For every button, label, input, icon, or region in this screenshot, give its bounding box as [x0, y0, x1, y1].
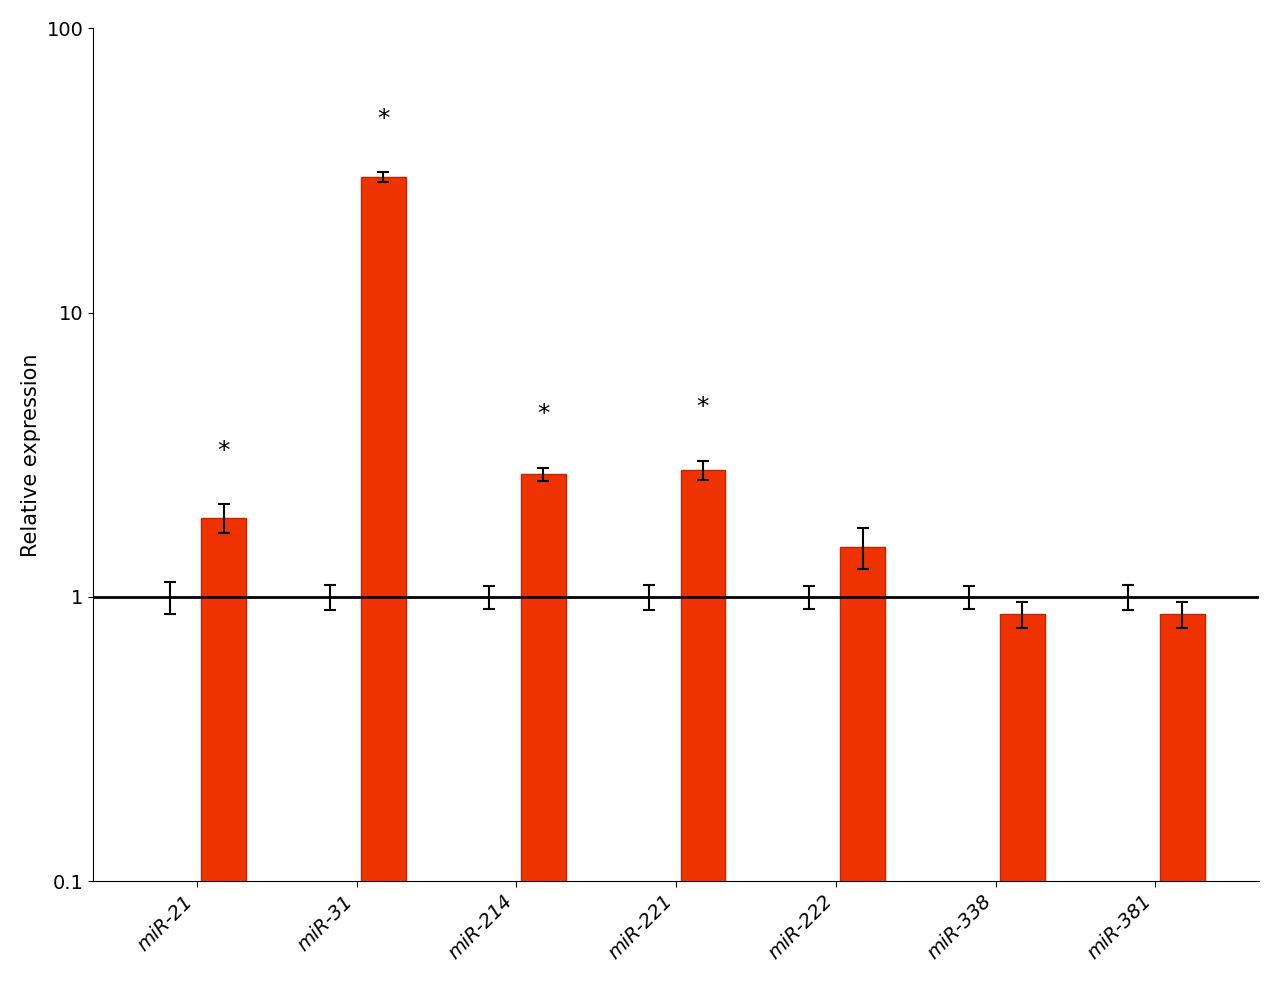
Bar [840, 547, 884, 984]
Text: *: * [378, 106, 389, 131]
Bar [361, 177, 406, 984]
Bar [521, 474, 566, 984]
Text: *: * [696, 395, 709, 419]
Y-axis label: Relative expression: Relative expression [20, 353, 41, 557]
Bar [681, 469, 726, 984]
Bar [1000, 614, 1044, 984]
Bar [1160, 614, 1204, 984]
Text: *: * [218, 439, 230, 462]
Text: *: * [538, 402, 549, 426]
Bar [201, 518, 246, 984]
